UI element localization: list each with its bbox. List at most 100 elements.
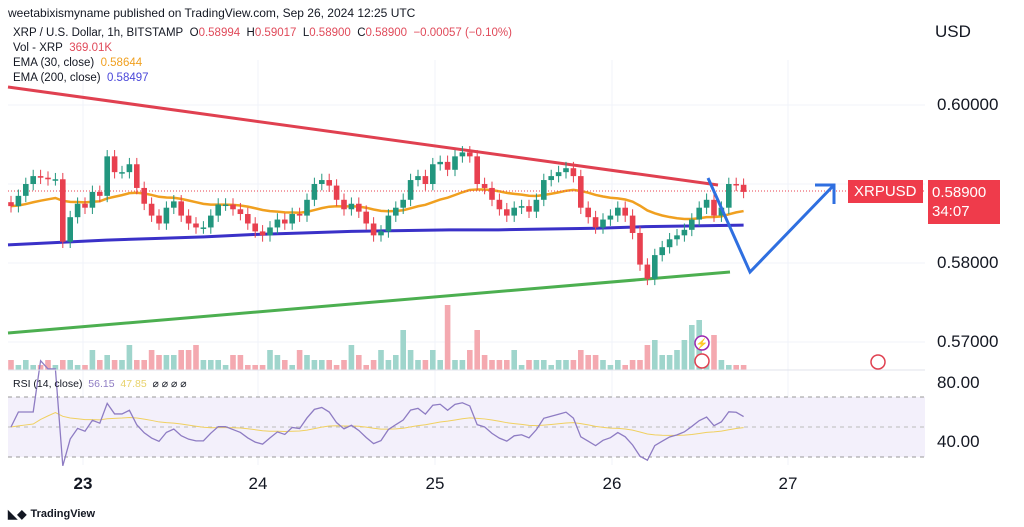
candles — [8, 146, 747, 286]
currency-label[interactable]: USD — [935, 22, 971, 41]
volume-row[interactable]: Vol - XRP 369.01K — [13, 41, 512, 56]
ema200-value: 0.58497 — [106, 72, 149, 84]
volume-bar — [607, 365, 614, 370]
volume-bar — [148, 350, 155, 370]
volume-bar — [422, 360, 429, 370]
candle — [600, 219, 606, 228]
volume-bar — [578, 350, 584, 370]
change-value: −0.00057 (−0.10%) — [413, 27, 512, 39]
candle — [171, 201, 177, 208]
price-tick: 0.58000 — [937, 253, 999, 272]
candle — [555, 172, 562, 177]
candle — [141, 187, 147, 204]
candle — [259, 231, 266, 236]
candle — [348, 203, 355, 210]
volume-bar — [23, 360, 29, 370]
volume-bar — [563, 360, 569, 370]
volume-bar — [156, 355, 162, 370]
projection-arrow[interactable] — [706, 177, 835, 275]
us-flag-icon[interactable] — [694, 353, 710, 369]
o-label: O — [189, 27, 199, 39]
volume-bar — [496, 360, 503, 370]
volume-bar — [526, 360, 532, 370]
volume-bar — [52, 365, 59, 370]
volume-bar — [666, 355, 673, 370]
candle — [208, 215, 214, 228]
candle — [578, 176, 584, 208]
candle — [104, 156, 110, 196]
candle — [15, 195, 22, 207]
volume-bar — [541, 360, 547, 370]
candle — [193, 223, 199, 228]
resistance-trendline[interactable] — [7, 85, 719, 187]
candle — [615, 207, 621, 216]
candle — [89, 191, 96, 208]
candle — [178, 201, 184, 216]
candle — [148, 203, 155, 216]
tradingview-logo[interactable]: ◣◆ TradingView — [8, 507, 95, 521]
volume-bar — [629, 360, 636, 370]
tv-logo-icon: ◣◆ — [8, 507, 27, 521]
candle — [111, 156, 118, 173]
volume-bar — [652, 340, 658, 370]
ema200-row[interactable]: EMA (200, close) 0.58497 — [13, 71, 512, 86]
volume-bar — [289, 365, 295, 370]
candle — [378, 231, 384, 236]
rsi-extras: ⌀ ⌀ ⌀ ⌀ — [152, 378, 187, 390]
candle — [319, 180, 325, 184]
publisher-line: weetabixismyname published on TradingVie… — [8, 6, 416, 20]
lightning-icon[interactable] — [694, 335, 710, 351]
volume-bar — [178, 350, 184, 370]
volume-bar — [230, 355, 236, 370]
volume-bar — [282, 360, 288, 370]
volume-bar — [356, 355, 362, 370]
volume-bar — [222, 365, 229, 370]
candle — [245, 214, 251, 224]
candle — [289, 214, 295, 224]
volume-bar — [459, 360, 466, 370]
volume-bar — [89, 350, 96, 370]
candle — [311, 184, 318, 200]
volume-bar — [733, 365, 739, 370]
candle — [511, 207, 517, 216]
candle — [489, 187, 495, 200]
volume-bar — [370, 360, 377, 370]
volume-bar — [267, 350, 273, 370]
volume-bar — [711, 335, 717, 370]
candle — [185, 215, 192, 224]
candle — [689, 219, 695, 230]
volume-bar — [326, 360, 332, 370]
volume-bar — [740, 365, 747, 370]
volume-bar — [467, 350, 473, 370]
volume-bar — [533, 360, 540, 370]
volume-bar — [45, 360, 51, 370]
candle — [644, 264, 651, 279]
volume-bar — [363, 365, 369, 370]
ema30-row[interactable]: EMA (30, close) 0.58644 — [13, 56, 512, 71]
candle — [444, 161, 451, 170]
candle — [126, 164, 133, 173]
c-label: C — [357, 27, 366, 39]
volume-bar — [67, 360, 73, 370]
volume-bar — [718, 360, 725, 370]
volume-bar — [474, 330, 480, 370]
support-trendline[interactable] — [7, 270, 731, 335]
rsi-value: 56.15 — [88, 378, 115, 390]
volume-bar — [82, 365, 88, 370]
us-flag-icon-future[interactable] — [870, 354, 886, 370]
candle — [363, 211, 369, 224]
candle — [652, 255, 658, 279]
volume-bar — [378, 350, 384, 370]
volume-bar — [437, 360, 443, 370]
candle — [696, 207, 702, 220]
rsi-legend[interactable]: RSI (14, close) 56.15 47.85 ⌀ ⌀ ⌀ ⌀ — [13, 378, 187, 390]
price-tick: 0.57000 — [937, 332, 999, 351]
volume-bar — [185, 350, 192, 370]
candle — [629, 215, 636, 233]
h-label: H — [246, 27, 255, 39]
candle — [341, 199, 347, 210]
rsi-tick: 40.00 — [937, 432, 980, 451]
candle — [726, 184, 732, 208]
candle — [518, 206, 525, 208]
